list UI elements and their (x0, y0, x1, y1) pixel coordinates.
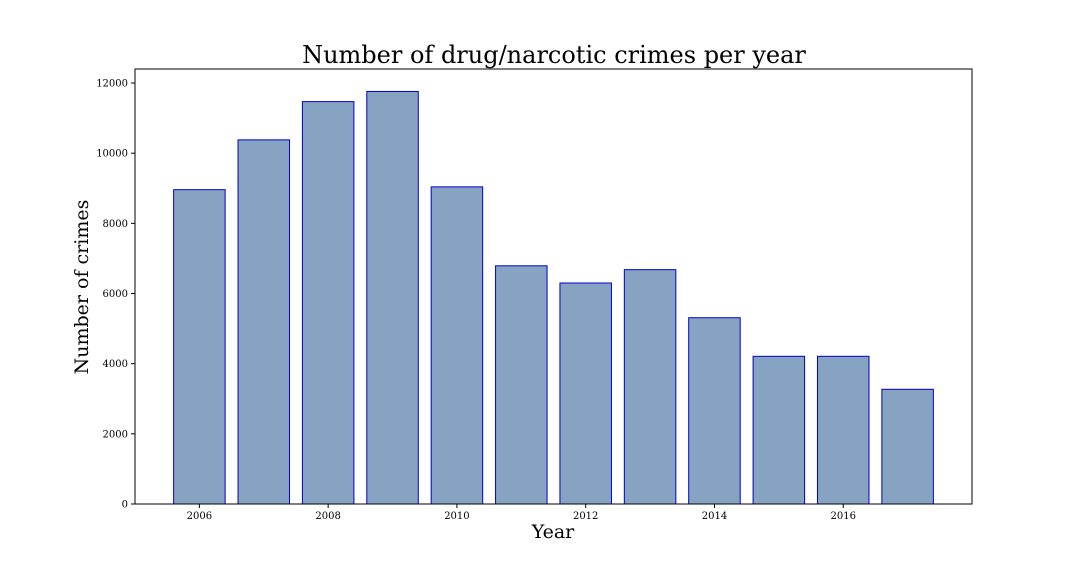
bar-2008 (301, 101, 355, 505)
x-tick-label: 2016 (831, 511, 856, 522)
bar-2015 (752, 355, 806, 505)
plot-frame (134, 68, 973, 505)
bar-2010 (430, 186, 484, 505)
x-axis-label: Year (531, 521, 575, 543)
y-tick-label: 6000 (103, 289, 128, 300)
bar-2016 (816, 355, 870, 505)
x-tick-label: 2010 (444, 511, 469, 522)
y-tick-label: 2000 (103, 429, 128, 440)
bar-2006 (173, 189, 226, 505)
x-tick-label: 2006 (187, 511, 212, 522)
bar-2017 (881, 388, 934, 505)
y-tick-label: 12000 (96, 79, 128, 90)
bar-2009 (366, 90, 419, 505)
x-tick-label: 2008 (315, 511, 340, 522)
y-axis-label: Number of crimes (71, 200, 93, 375)
y-tick-label: 0 (122, 500, 128, 511)
bar-2013 (623, 269, 677, 505)
bar-2014 (688, 317, 741, 505)
bar-2011 (495, 265, 548, 505)
bar-2012 (559, 282, 612, 505)
y-axis-ticks: 0 2000 4000 6000 8000 10000 12000 (96, 79, 135, 511)
x-axis-ticks: 2006 2008 2010 2012 2014 2016 (187, 504, 856, 522)
x-tick-label: 2012 (573, 511, 598, 522)
y-tick-label: 8000 (103, 219, 128, 230)
bars-group (173, 90, 934, 505)
x-tick-label: 2014 (702, 511, 727, 522)
chart-title: Number of drug/narcotic crimes per year (302, 41, 806, 69)
bar-2007 (237, 139, 291, 505)
y-tick-label: 10000 (96, 149, 128, 160)
y-tick-label: 4000 (103, 359, 128, 370)
